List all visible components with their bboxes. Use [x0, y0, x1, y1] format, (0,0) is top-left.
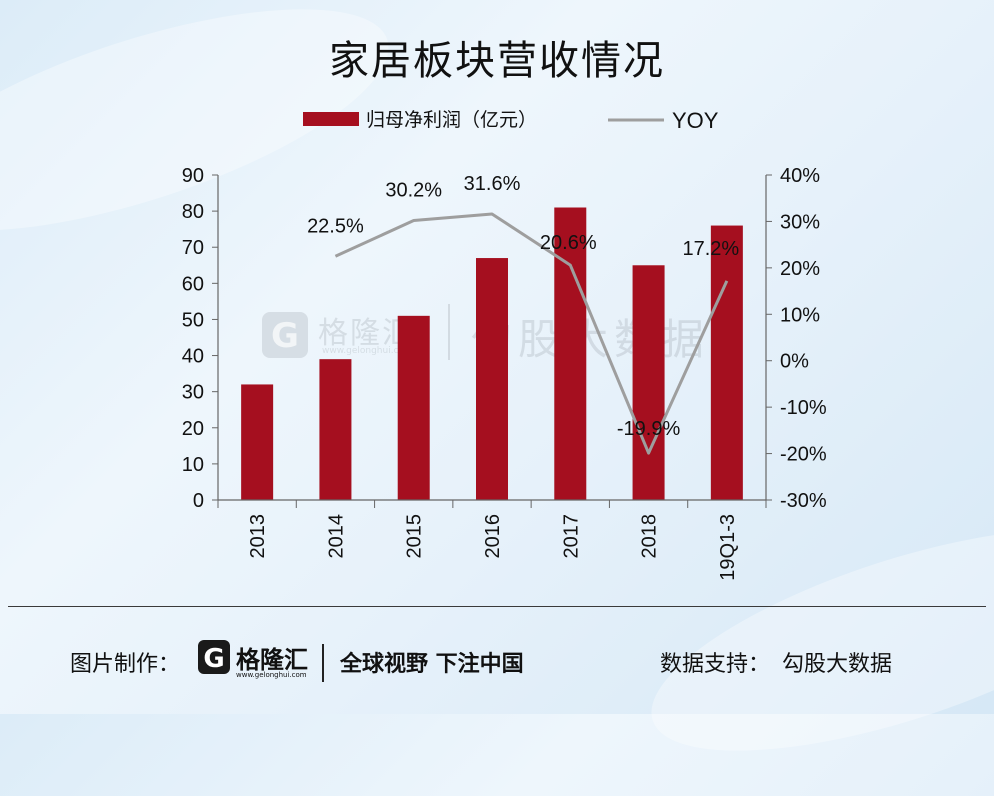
bar-2013: [241, 384, 274, 500]
logo-brand: 格隆汇: [236, 646, 308, 674]
bar-2017: [554, 207, 587, 500]
bar-2016: [476, 258, 508, 500]
yoy-data-label: 30.2%: [385, 180, 442, 202]
data-support-name: 勾股大数据: [782, 652, 893, 677]
y-right-tick-label: 20%: [780, 258, 820, 280]
x-tick-label: 2016: [482, 514, 504, 559]
y-left-tick-label: 60: [182, 273, 204, 295]
x-tick-label: 2013: [247, 514, 269, 559]
y-right-tick-label: -10%: [780, 397, 827, 419]
y-right-tick-label: 30%: [780, 211, 820, 233]
y-left-tick-label: 70: [182, 237, 204, 259]
y-right-tick-label: -30%: [780, 490, 827, 512]
yoy-data-label: 31.6%: [464, 173, 521, 195]
logo-divider: [322, 644, 324, 682]
y-left-tick-label: 40: [182, 346, 204, 368]
x-tick-label: 2015: [404, 514, 426, 559]
x-tick-label: 2018: [639, 514, 661, 559]
x-tick-label: 2014: [325, 514, 347, 559]
yoy-data-label: -19.9%: [617, 418, 681, 440]
bar-2015: [397, 315, 430, 500]
y-right-tick-label: -20%: [780, 444, 827, 466]
yoy-line: [334, 212, 729, 455]
y-left-tick-label: 30: [182, 382, 204, 404]
watermark-divider: [448, 304, 450, 360]
chart: 归母净利润（亿元） YOY 0 10 20 30 40 50 60 70 80 90 -30% -20% -…: [182, 108, 827, 581]
bar-2018: [632, 265, 665, 500]
yoy-data-label: 17.2%: [682, 238, 739, 260]
yoy-data-label: 22.5%: [307, 215, 364, 237]
legend-bar-swatch: [303, 112, 359, 126]
y-left-tick-label: 90: [182, 165, 204, 187]
yoy-data-label: 20.6%: [540, 232, 597, 254]
x-tick-label: 19Q1-3: [717, 514, 739, 581]
gelonghui-logo-icon: G: [198, 640, 230, 674]
y-right-tick-label: 10%: [780, 304, 820, 326]
chart-title: 家居板块营收情况: [329, 38, 665, 84]
made-by-label: 图片制作：: [70, 652, 181, 677]
svg-text:G: G: [203, 644, 224, 674]
footer-divider: [8, 606, 986, 607]
y-left-tick-label: 20: [182, 418, 204, 440]
legend-line-label: YOY: [672, 108, 719, 133]
y-left-tick-label: 0: [193, 490, 204, 512]
bar-2014: [319, 359, 352, 500]
logo-domain: www.gelonghui.com: [236, 671, 307, 679]
y-right-tick-label: 40%: [780, 165, 820, 187]
x-tick-label: 2017: [560, 514, 582, 559]
y-right-tick-label: 0%: [780, 351, 809, 373]
y-left-tick-label: 10: [182, 454, 204, 476]
y-left-tick-label: 80: [182, 201, 204, 223]
bar-19Q1-3: [710, 225, 743, 501]
watermark-domain: www.gelonghui.com: [322, 346, 413, 356]
slogan: 全球视野 下注中国: [340, 652, 524, 677]
watermark-logo-icon: G: [262, 312, 308, 358]
legend-bar-label: 归母净利润（亿元）: [366, 109, 537, 131]
data-support-label: 数据支持：: [660, 652, 771, 677]
watermark-source: 勾股大数据: [470, 315, 711, 364]
svg-text:G: G: [271, 316, 299, 356]
y-left-tick-label: 50: [182, 309, 204, 331]
watermark-brand: 格隆汇: [318, 316, 414, 351]
